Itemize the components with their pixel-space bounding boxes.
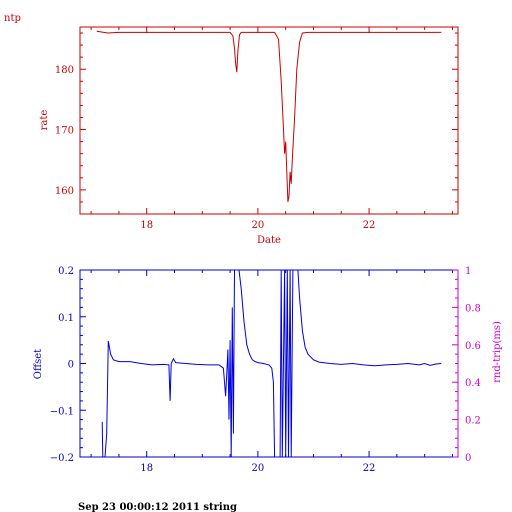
y2-tick-label: 1 (465, 266, 471, 277)
y2-tick-label: 0.4 (465, 378, 481, 389)
x-tick-label: 18 (140, 463, 153, 474)
rnd-trip-axis-label: rnd-trip(ms) (492, 321, 503, 383)
y-tick-label: −0.2 (50, 453, 74, 464)
y-tick-label: −0.1 (50, 406, 74, 417)
offset-axis-ticks: 18 20 22 −0.2 −0.1 0 0.1 0.2 (50, 266, 453, 474)
offset-plot-frame (79, 269, 459, 458)
y-tick-label: 0.1 (58, 313, 74, 324)
corner-label: ntp (4, 13, 21, 24)
date-axis-label: Date (257, 235, 281, 246)
x-tick-label: 22 (363, 463, 376, 474)
y-tick-label: 0.2 (58, 266, 74, 277)
offset-series-line (101, 269, 442, 458)
x-tick-label: 20 (252, 220, 265, 231)
offset-panel: 18 20 22 −0.2 −0.1 0 0.1 0.2 0 0.2 0.4 0.6 0.8 1 Off… (33, 266, 503, 474)
x-tick-label: 22 (363, 220, 376, 231)
rate-plot-frame (79, 26, 459, 215)
x-tick-label: 20 (252, 463, 265, 474)
y2-tick-label: 0 (465, 453, 471, 464)
rnd-trip-axis-ticks: 0 0.2 0.4 0.6 0.8 1 (452, 266, 481, 464)
y-tick-label: 170 (55, 126, 74, 137)
rate-series-line (96, 30, 442, 202)
rate-axis-label: rate (39, 110, 50, 131)
y-tick-label: 180 (55, 65, 74, 76)
rate-panel: 18 20 22 160 170 180 rate Date (39, 26, 459, 246)
offset-axis-label: Offset (33, 349, 44, 379)
y-tick-label: 0 (68, 360, 74, 371)
y-tick-label: 160 (55, 186, 74, 197)
rate-axis-ticks: 18 20 22 160 170 180 (55, 27, 458, 231)
y2-tick-label: 0.6 (465, 341, 481, 352)
footer-timestamp: Sep 23 00:00:12 2011 string (78, 502, 237, 512)
y2-tick-label: 0.2 (465, 416, 481, 427)
y2-tick-label: 0.8 (465, 303, 481, 314)
x-tick-label: 18 (140, 220, 153, 231)
